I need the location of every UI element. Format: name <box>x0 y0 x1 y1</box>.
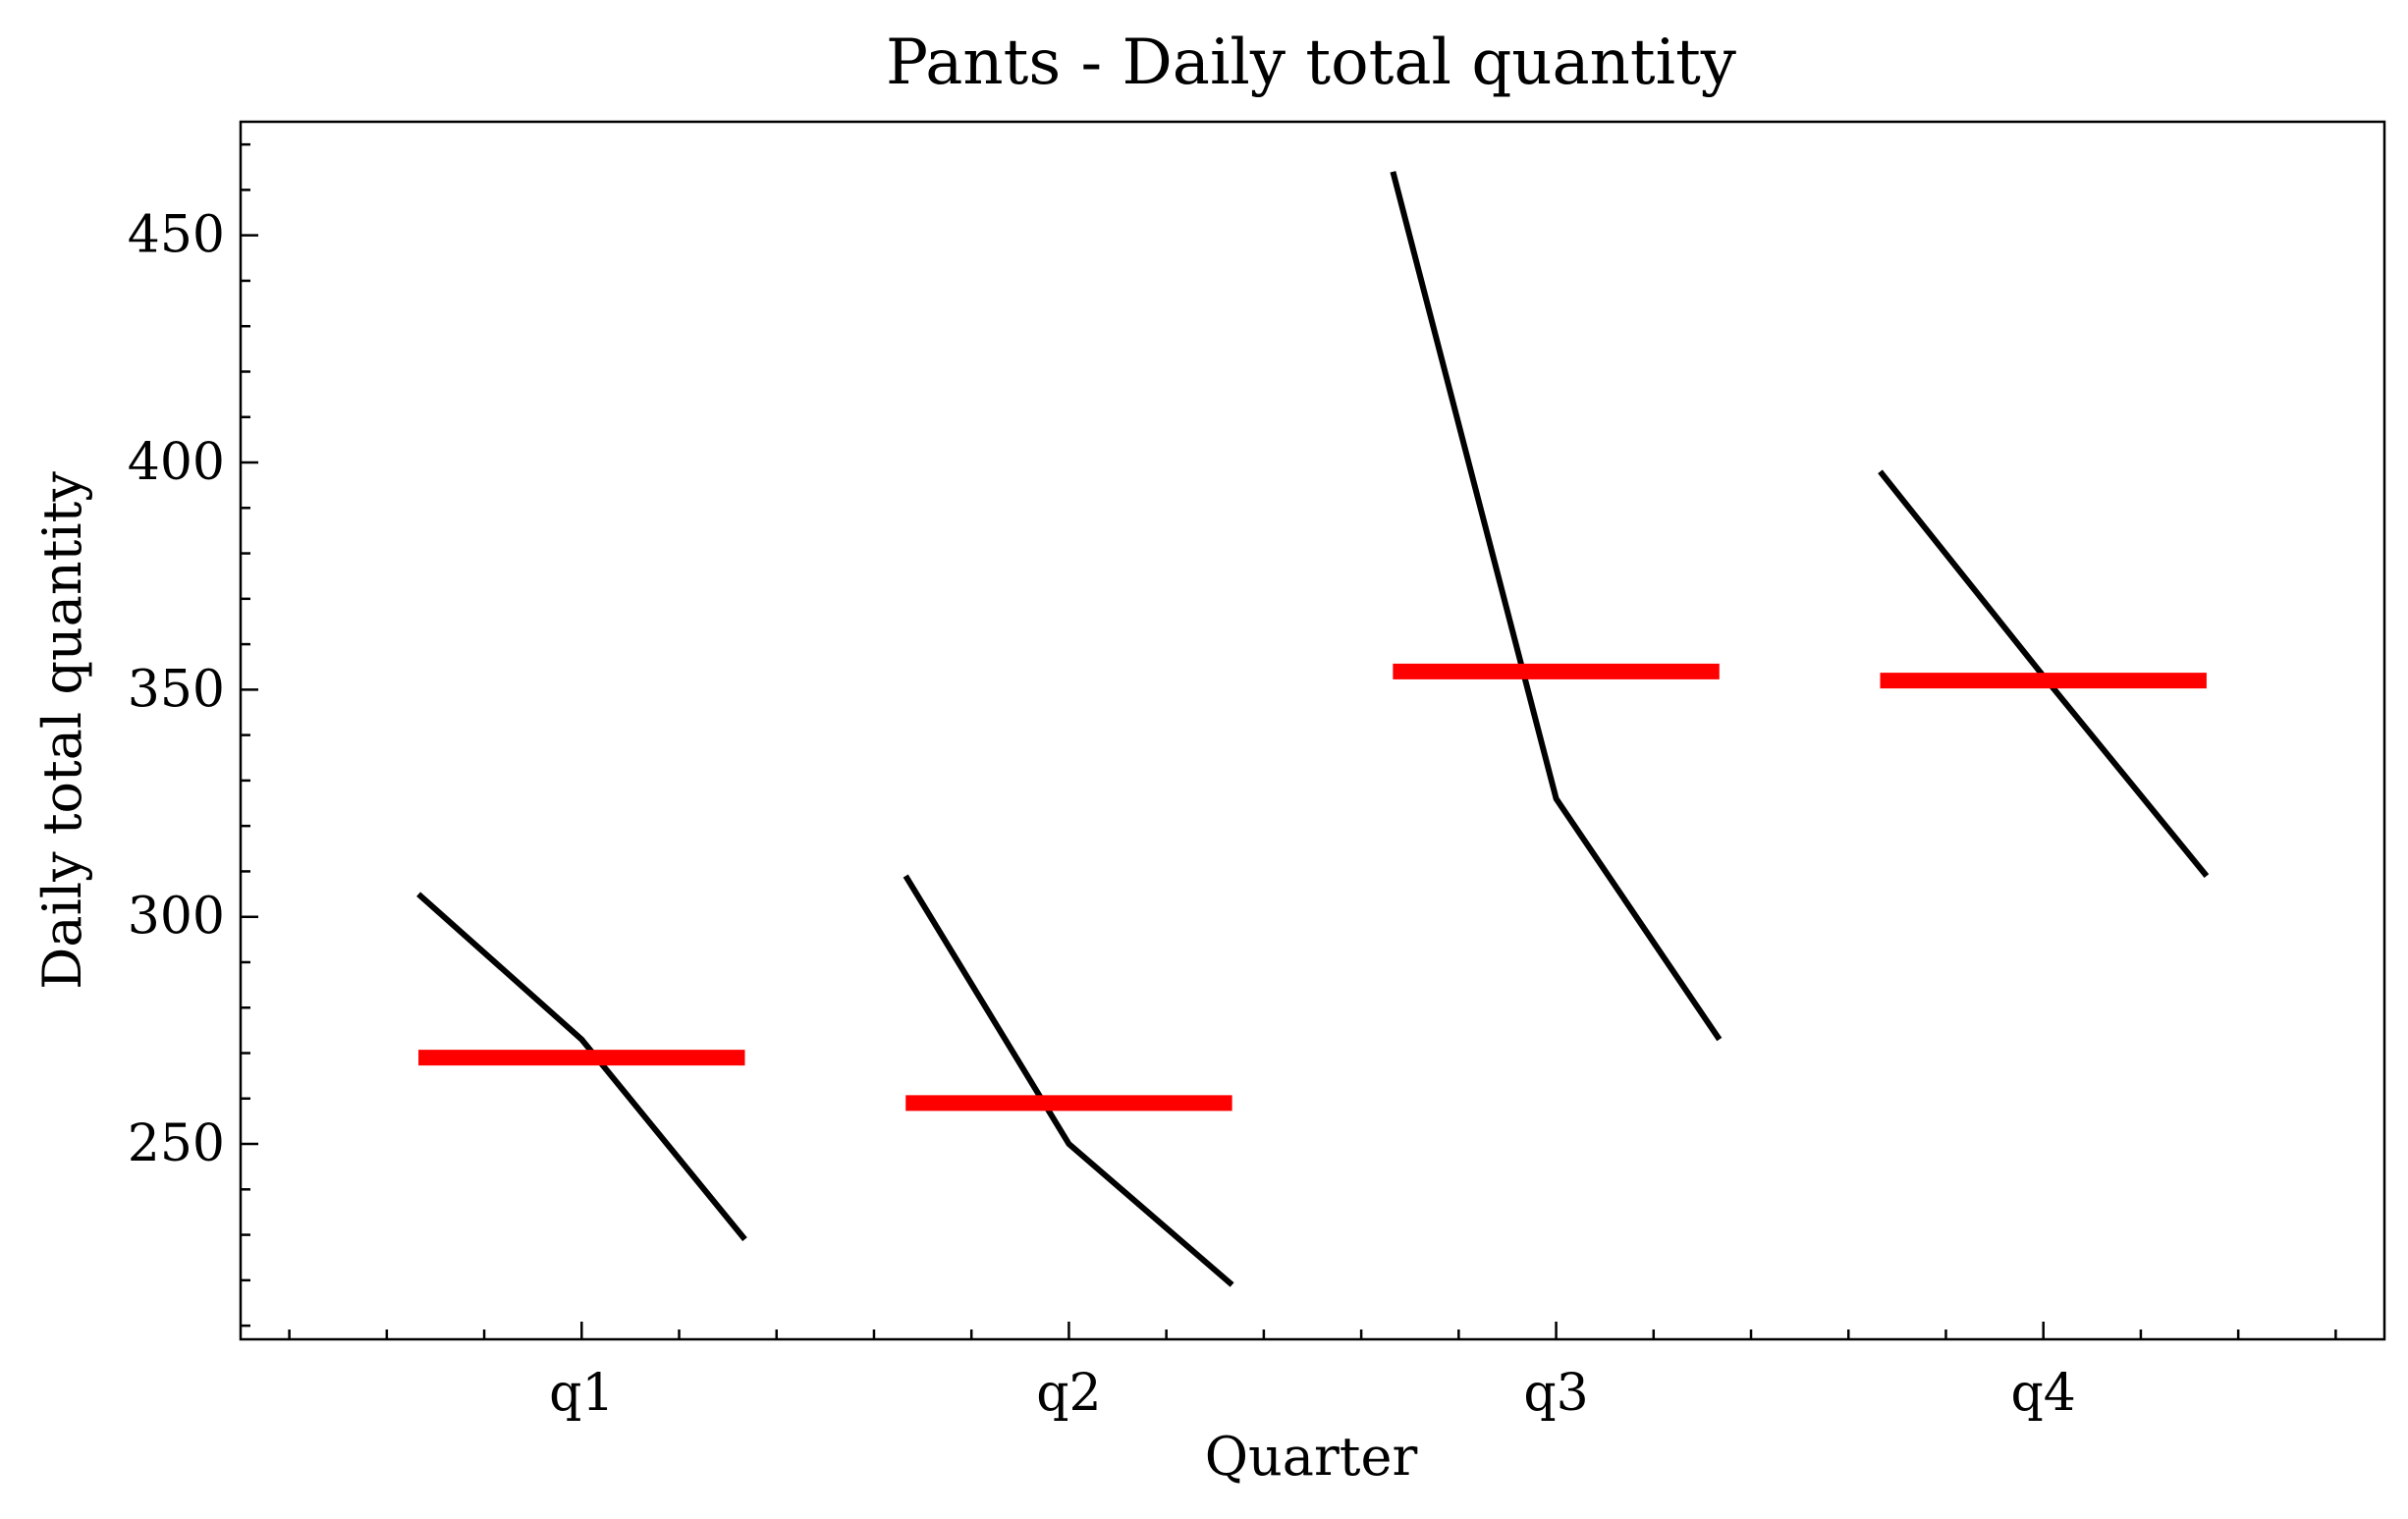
plot-area <box>416 171 2210 1287</box>
x-axis-label: Quarter <box>1205 1426 1418 1488</box>
series-line-q3 <box>1390 171 1723 1042</box>
chart-title: Pants - Daily total quantity <box>886 27 1736 99</box>
y-tick-label: 450 <box>128 206 225 265</box>
x-tick-label-q2: q2 <box>1036 1364 1101 1423</box>
y-tick-label: 250 <box>128 1114 225 1173</box>
axes-frame <box>239 120 2386 1341</box>
series-line-q2 <box>903 874 1234 1287</box>
x-tick-label-q1: q1 <box>549 1364 614 1423</box>
y-axis-label: Daily total quantity <box>31 471 93 990</box>
axis-ticks: 250 300 350 400 450 q1 q2 q3 q4 <box>128 142 2337 1423</box>
y-tick-label: 350 <box>128 660 225 719</box>
y-tick-label: 300 <box>128 888 225 947</box>
x-tick-label-q3: q3 <box>1523 1364 1588 1423</box>
y-tick-label: 400 <box>128 433 225 492</box>
series-line-q1 <box>416 892 747 1242</box>
x-tick-label-q4: q4 <box>2011 1364 2076 1423</box>
